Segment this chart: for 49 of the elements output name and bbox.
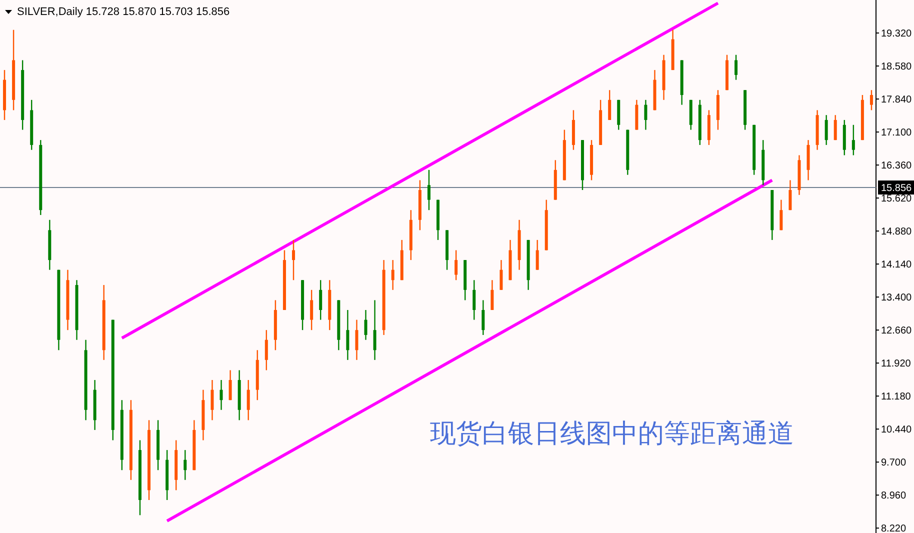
y-tick-label: 19.320 [881,28,912,40]
candlestick [292,239,296,281]
ref-line-label: 15.856 [881,183,912,194]
candlestick [346,309,350,361]
candlestick [536,239,539,270]
candlestick [364,309,368,340]
y-tick-label: 16.360 [881,160,912,172]
y-tick-label: 12.660 [881,326,912,337]
candlestick [780,199,783,231]
candlestick [210,379,214,421]
y-tick-label: 18.580 [881,62,912,73]
candlestick [500,259,503,291]
y-tick-label: 10.440 [881,424,912,436]
text: SILVER,Daily 15.728 15.870 15.703 15.856 [17,6,230,18]
candlestick [427,169,430,211]
candlestick [490,280,494,311]
y-tick-label: 8.220 [881,524,906,533]
y-tick-label: 11.920 [881,358,912,370]
y-tick-label: 17.100 [881,128,912,139]
candlestick [482,300,485,336]
y-tick-label: 11.180 [881,392,912,403]
y-tick-label: 14.880 [881,226,912,238]
candlestick [834,114,837,141]
candlestick [246,379,250,421]
candlestick [184,449,187,481]
candlestick [355,319,358,361]
candlestick [608,89,612,121]
y-tick-label: 15.620 [881,194,912,205]
candlestick [852,124,855,156]
candlestick [228,370,232,401]
candlestick [319,280,322,320]
candlestick [734,54,738,80]
y-tick-label: 8.960 [881,490,906,502]
candlestick [870,89,873,111]
candlestick [264,329,268,371]
y-tick-label: 9.700 [881,458,906,469]
candlestick [391,259,394,291]
candlestick [788,180,792,211]
candlestick [373,300,376,361]
y-tick-label: 13.400 [881,292,912,304]
y-tick-label: 17.840 [881,94,912,106]
y-tick-label: 14.140 [881,260,912,271]
candlestick [310,289,314,331]
candlestick [472,280,476,320]
candlestick [454,250,458,281]
candlestick [220,379,223,410]
annotation: 现货白银日线图中的等距离通道 [430,419,794,449]
candlestick [824,114,828,146]
candlestick [644,99,648,130]
